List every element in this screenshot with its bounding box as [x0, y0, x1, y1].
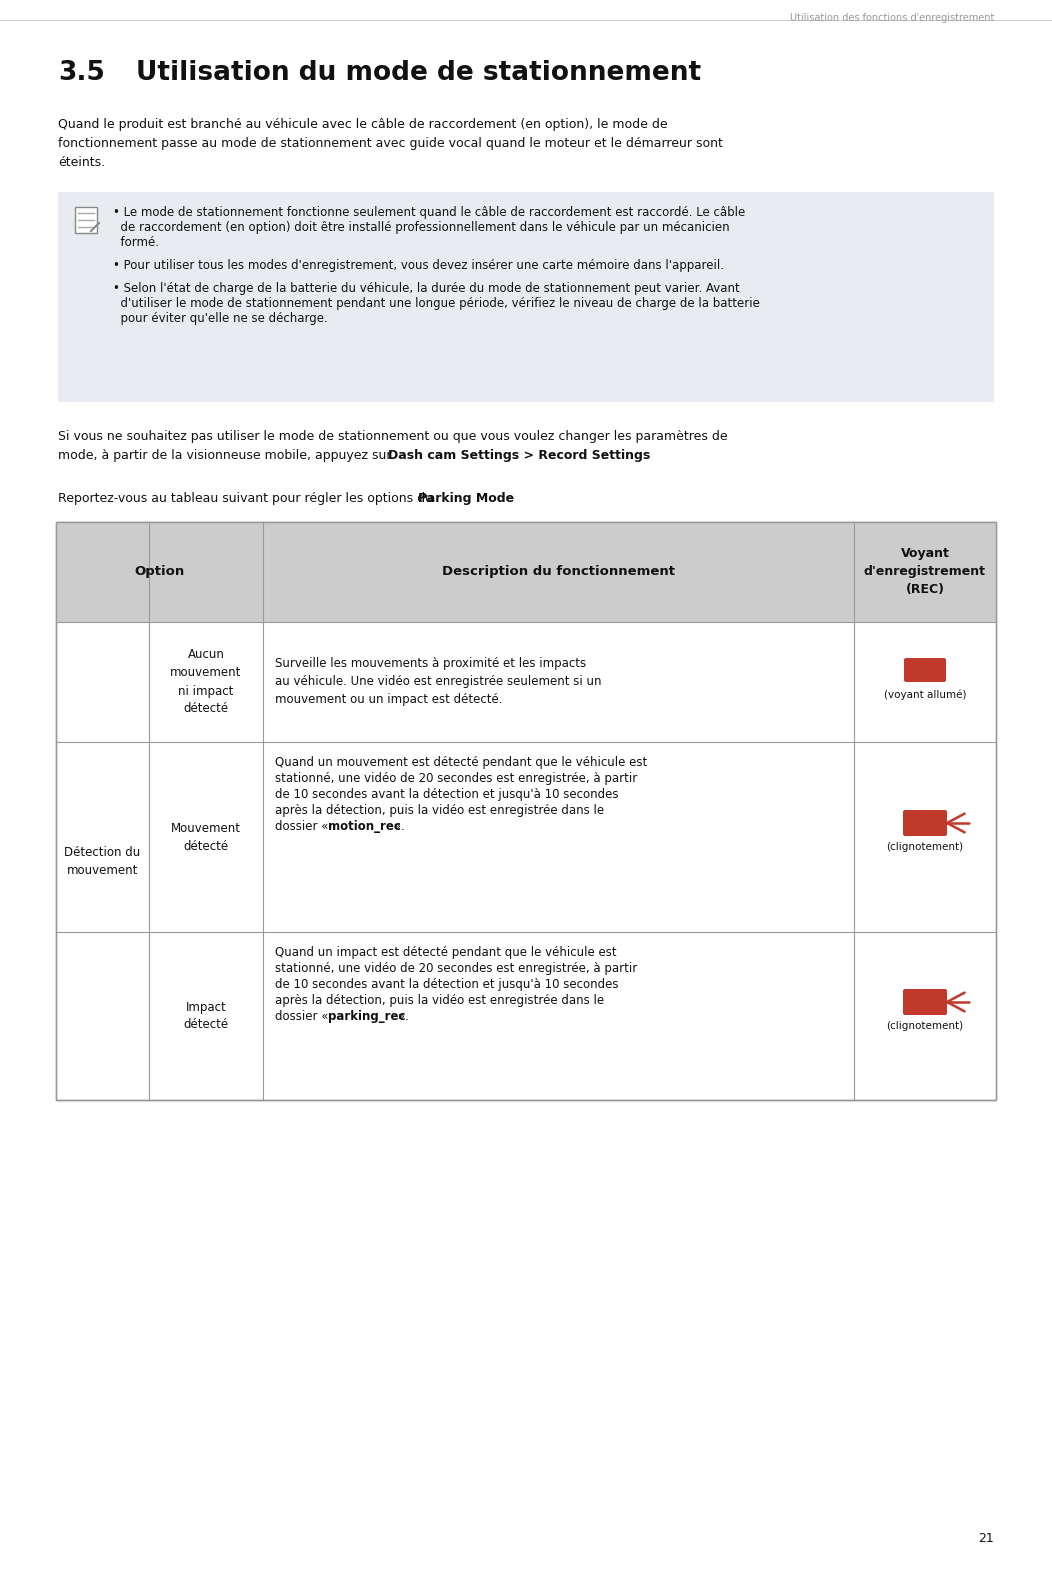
Text: motion_rec: motion_rec	[328, 821, 401, 833]
Text: mode, à partir de la visionneuse mobile, appuyez sur: mode, à partir de la visionneuse mobile,…	[58, 449, 396, 461]
Text: de 10 secondes avant la détection et jusqu'à 10 secondes: de 10 secondes avant la détection et jus…	[275, 788, 619, 802]
Text: Description du fonctionnement: Description du fonctionnement	[442, 565, 675, 579]
Bar	[56, 522, 996, 621]
Text: Reportez-vous au tableau suivant pour régler les options du: Reportez-vous au tableau suivant pour ré…	[58, 493, 437, 505]
Text: Quand un impact est détecté pendant que le véhicule est: Quand un impact est détecté pendant que …	[275, 946, 616, 959]
Text: formé.: formé.	[113, 235, 159, 249]
Text: ».: ».	[390, 821, 405, 833]
Text: stationné, une vidéo de 20 secondes est enregistrée, à partir: stationné, une vidéo de 20 secondes est …	[275, 962, 638, 974]
Text: 3.5: 3.5	[58, 60, 105, 86]
Text: Utilisation du mode de stationnement: Utilisation du mode de stationnement	[136, 60, 701, 86]
Text: de 10 secondes avant la détection et jusqu'à 10 secondes: de 10 secondes avant la détection et jus…	[275, 977, 619, 992]
Text: d'utiliser le mode de stationnement pendant une longue période, vérifiez le nive: d'utiliser le mode de stationnement pend…	[113, 297, 760, 311]
Bar	[58, 191, 994, 402]
FancyBboxPatch shape	[903, 810, 947, 836]
Text: (clignotement): (clignotement)	[887, 843, 964, 852]
Text: pour éviter qu'elle ne se décharge.: pour éviter qu'elle ne se décharge.	[113, 312, 328, 325]
Text: Voyant
d'enregistrement
(REC): Voyant d'enregistrement (REC)	[864, 548, 986, 596]
Text: stationné, une vidéo de 20 secondes est enregistrée, à partir: stationné, une vidéo de 20 secondes est …	[275, 772, 638, 784]
Text: 21: 21	[978, 1531, 994, 1545]
Text: • Selon l'état de charge de la batterie du véhicule, la durée du mode de station: • Selon l'état de charge de la batterie …	[113, 282, 740, 295]
Text: fonctionnement passe au mode de stationnement avec guide vocal quand le moteur e: fonctionnement passe au mode de stationn…	[58, 137, 723, 151]
Text: Détection du
mouvement: Détection du mouvement	[64, 846, 141, 877]
Text: dossier «: dossier «	[275, 821, 332, 833]
Text: Impact
détecté: Impact détecté	[183, 1001, 228, 1031]
Text: (voyant allumé): (voyant allumé)	[884, 690, 966, 700]
Text: dossier «: dossier «	[275, 1010, 332, 1023]
Text: après la détection, puis la vidéo est enregistrée dans le: après la détection, puis la vidéo est en…	[275, 995, 604, 1007]
Text: Utilisation des fonctions d'enregistrement: Utilisation des fonctions d'enregistreme…	[790, 13, 994, 24]
Text: de raccordement (en option) doit être installé professionnellement dans le véhic: de raccordement (en option) doit être in…	[113, 221, 730, 234]
Text: Si vous ne souhaitez pas utiliser le mode de stationnement ou que vous voulez ch: Si vous ne souhaitez pas utiliser le mod…	[58, 430, 728, 442]
Text: Option: Option	[135, 565, 184, 579]
Text: éteints.: éteints.	[58, 155, 105, 169]
Text: .: .	[498, 493, 502, 505]
Text: parking_rec: parking_rec	[328, 1010, 405, 1023]
Text: Quand un mouvement est détecté pendant que le véhicule est: Quand un mouvement est détecté pendant q…	[275, 756, 647, 769]
Text: ».: ».	[394, 1010, 409, 1023]
Text: (clignotement): (clignotement)	[887, 1021, 964, 1031]
Text: • Le mode de stationnement fonctionne seulement quand le câble de raccordement e: • Le mode de stationnement fonctionne se…	[113, 206, 745, 220]
Text: Mouvement
détecté: Mouvement détecté	[171, 822, 241, 852]
Text: • Pour utiliser tous les modes d'enregistrement, vous devez insérer une carte mé: • Pour utiliser tous les modes d'enregis…	[113, 259, 724, 271]
Text: Quand le produit est branché au véhicule avec le câble de raccordement (en optio: Quand le produit est branché au véhicule…	[58, 118, 668, 130]
Text: Surveille les mouvements à proximité et les impacts
au véhicule. Une vidéo est e: Surveille les mouvements à proximité et …	[275, 657, 602, 706]
Text: Dash cam Settings > Record Settings: Dash cam Settings > Record Settings	[388, 449, 650, 461]
FancyBboxPatch shape	[903, 988, 947, 1015]
Bar	[56, 522, 996, 1100]
Text: après la détection, puis la vidéo est enregistrée dans le: après la détection, puis la vidéo est en…	[275, 803, 604, 817]
Text: Parking Mode: Parking Mode	[418, 493, 514, 505]
FancyBboxPatch shape	[904, 657, 946, 683]
Text: Aucun
mouvement
ni impact
détecté: Aucun mouvement ni impact détecté	[170, 648, 242, 715]
Bar	[75, 207, 97, 234]
Bar	[56, 522, 996, 1100]
Text: .: .	[601, 449, 605, 461]
